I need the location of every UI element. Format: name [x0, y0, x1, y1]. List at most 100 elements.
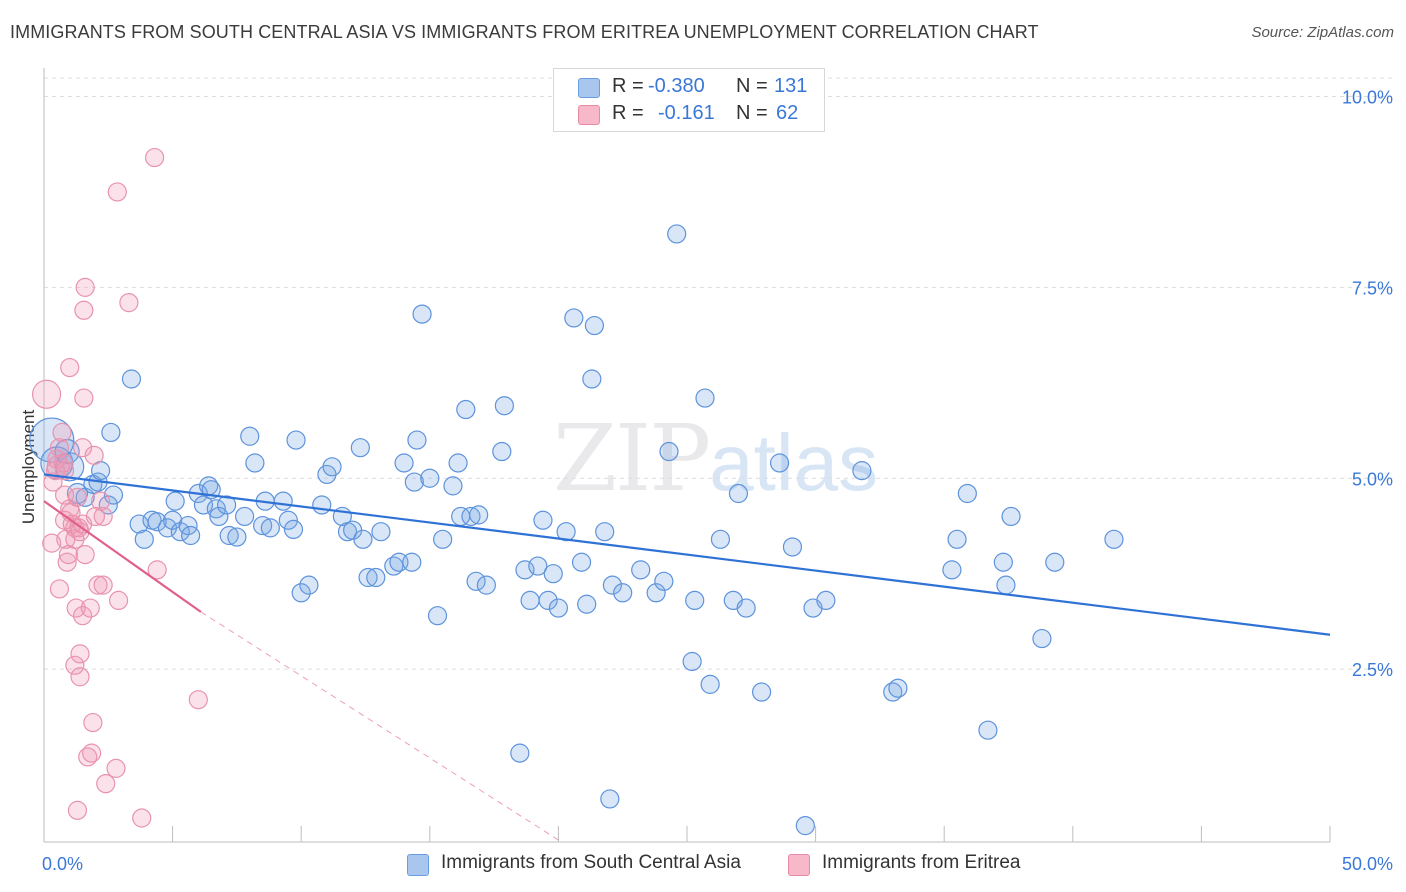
south-central-asia-point — [520, 590, 540, 611]
south-central-asia-point — [353, 529, 373, 549]
x-tick-label: 0.0% — [42, 854, 83, 874]
south-central-asia-point — [533, 510, 553, 530]
south-central-asia-point — [710, 529, 731, 549]
south-central-asia-point — [245, 453, 265, 473]
eritrea-point — [70, 644, 90, 664]
south-central-asia-point — [654, 571, 674, 591]
south-central-asia-point — [366, 567, 386, 588]
eritrea-point — [49, 438, 70, 458]
eritrea-point — [65, 655, 85, 675]
south-central-asia-point — [1104, 529, 1124, 549]
south-central-asia-point — [134, 529, 154, 549]
south-central-asia-point — [736, 598, 756, 618]
south-central-asia-point — [170, 522, 190, 542]
south-central-asia-point — [595, 522, 615, 542]
south-central-asia-point — [883, 682, 903, 702]
south-central-asia-point — [700, 674, 720, 694]
series-legend: Immigrants from South Central Asia Immig… — [0, 852, 1406, 878]
eritrea-point — [144, 147, 165, 168]
eritrea-point — [90, 491, 111, 511]
eritrea-point — [83, 712, 103, 733]
eritrea-point — [188, 690, 208, 710]
south-central-asia-point — [751, 682, 772, 702]
eritrea-point — [147, 560, 167, 580]
south-central-asia-point — [181, 525, 201, 546]
legend-swatch-blue — [407, 854, 429, 876]
south-central-asia-point — [469, 505, 489, 525]
south-central-asia-point — [515, 560, 535, 580]
eritrea-trendline — [43, 500, 202, 613]
south-central-asia-point — [816, 590, 836, 611]
south-central-asia-point — [942, 560, 962, 580]
watermark-atlas: atlas — [709, 418, 879, 507]
eritrea-point — [66, 598, 86, 618]
south-central-asia-point — [769, 453, 790, 473]
south-central-asia-point — [260, 518, 280, 538]
legend-row-eritrea: R = -0.161 N = 62 — [554, 100, 824, 128]
eritrea-point — [67, 800, 88, 820]
eritrea-point — [67, 487, 88, 507]
eritrea-point — [85, 506, 106, 527]
eritrea-point — [132, 808, 152, 828]
eritrea-point — [93, 506, 113, 527]
eritrea-point — [49, 579, 70, 599]
y-tick-label: 2.5% — [1352, 660, 1393, 680]
south-central-asia-point — [538, 590, 558, 611]
south-central-asia-point — [235, 506, 255, 527]
eritrea-point — [93, 575, 113, 595]
south-central-asia-point — [420, 468, 440, 488]
south-central-asia-point — [695, 388, 715, 408]
south-central-asia-point — [227, 527, 247, 547]
south-central-asia-point — [371, 522, 391, 542]
south-central-asia-point — [394, 453, 414, 473]
south-central-asia-point — [1032, 628, 1052, 649]
eritrea-point — [74, 388, 94, 408]
south-central-asia-point — [682, 651, 702, 672]
legend-n-value: 62 — [776, 102, 799, 124]
chart-title: IMMIGRANTS FROM SOUTH CENTRAL ASIA VS IM… — [10, 22, 1039, 42]
south-central-asia-point — [782, 537, 803, 557]
south-central-asia-point — [510, 743, 530, 763]
eritrea-point — [84, 445, 104, 465]
south-central-asia-point — [631, 560, 651, 580]
eritrea-point — [81, 743, 102, 763]
south-central-asia-point — [476, 575, 496, 595]
south-central-asia-point — [273, 491, 293, 511]
eritrea-point — [96, 774, 116, 794]
south-central-asia-point — [121, 369, 142, 389]
south-central-asia-point — [978, 720, 998, 740]
south-central-asia-point — [427, 606, 448, 626]
south-central-asia-point — [291, 583, 311, 603]
south-central-asia-point — [219, 525, 239, 546]
watermark-zip: ZIP — [553, 405, 711, 512]
y-axis-label: Unemployment — [19, 410, 38, 525]
south-central-asia-point — [584, 315, 605, 336]
south-central-asia-point — [685, 590, 705, 611]
south-central-asia-point — [358, 567, 378, 588]
south-central-asia-point — [795, 816, 815, 836]
south-central-asia-point — [412, 304, 432, 324]
x-tick-label: 50.0% — [1342, 854, 1393, 874]
legend-n-value: 131 — [774, 75, 808, 97]
eritrea-point — [80, 598, 100, 618]
legend-r-label: R = — [612, 102, 644, 124]
eritrea-point — [88, 575, 108, 595]
south-central-asia-point — [993, 552, 1013, 572]
south-central-asia-point — [312, 495, 332, 515]
south-central-asia-point — [543, 564, 563, 584]
south-central-asia-point — [556, 522, 576, 542]
south-central-asia-point — [209, 506, 229, 527]
south-central-asia-point — [443, 476, 463, 496]
source-credit: Source: ZipAtlas.com — [1251, 24, 1394, 41]
south-central-asia-point — [456, 399, 476, 420]
eritrea-point — [78, 747, 98, 767]
south-central-asia-point — [206, 499, 226, 519]
south-central-asia-point — [659, 441, 679, 462]
south-central-asia-point — [564, 308, 584, 328]
eritrea-point — [107, 182, 127, 202]
south-central-asia-point — [433, 529, 453, 549]
south-central-asia-point — [448, 453, 468, 473]
south-central-asia-point — [613, 583, 633, 603]
eritrea-point — [75, 277, 95, 297]
eritrea-point — [72, 606, 93, 626]
